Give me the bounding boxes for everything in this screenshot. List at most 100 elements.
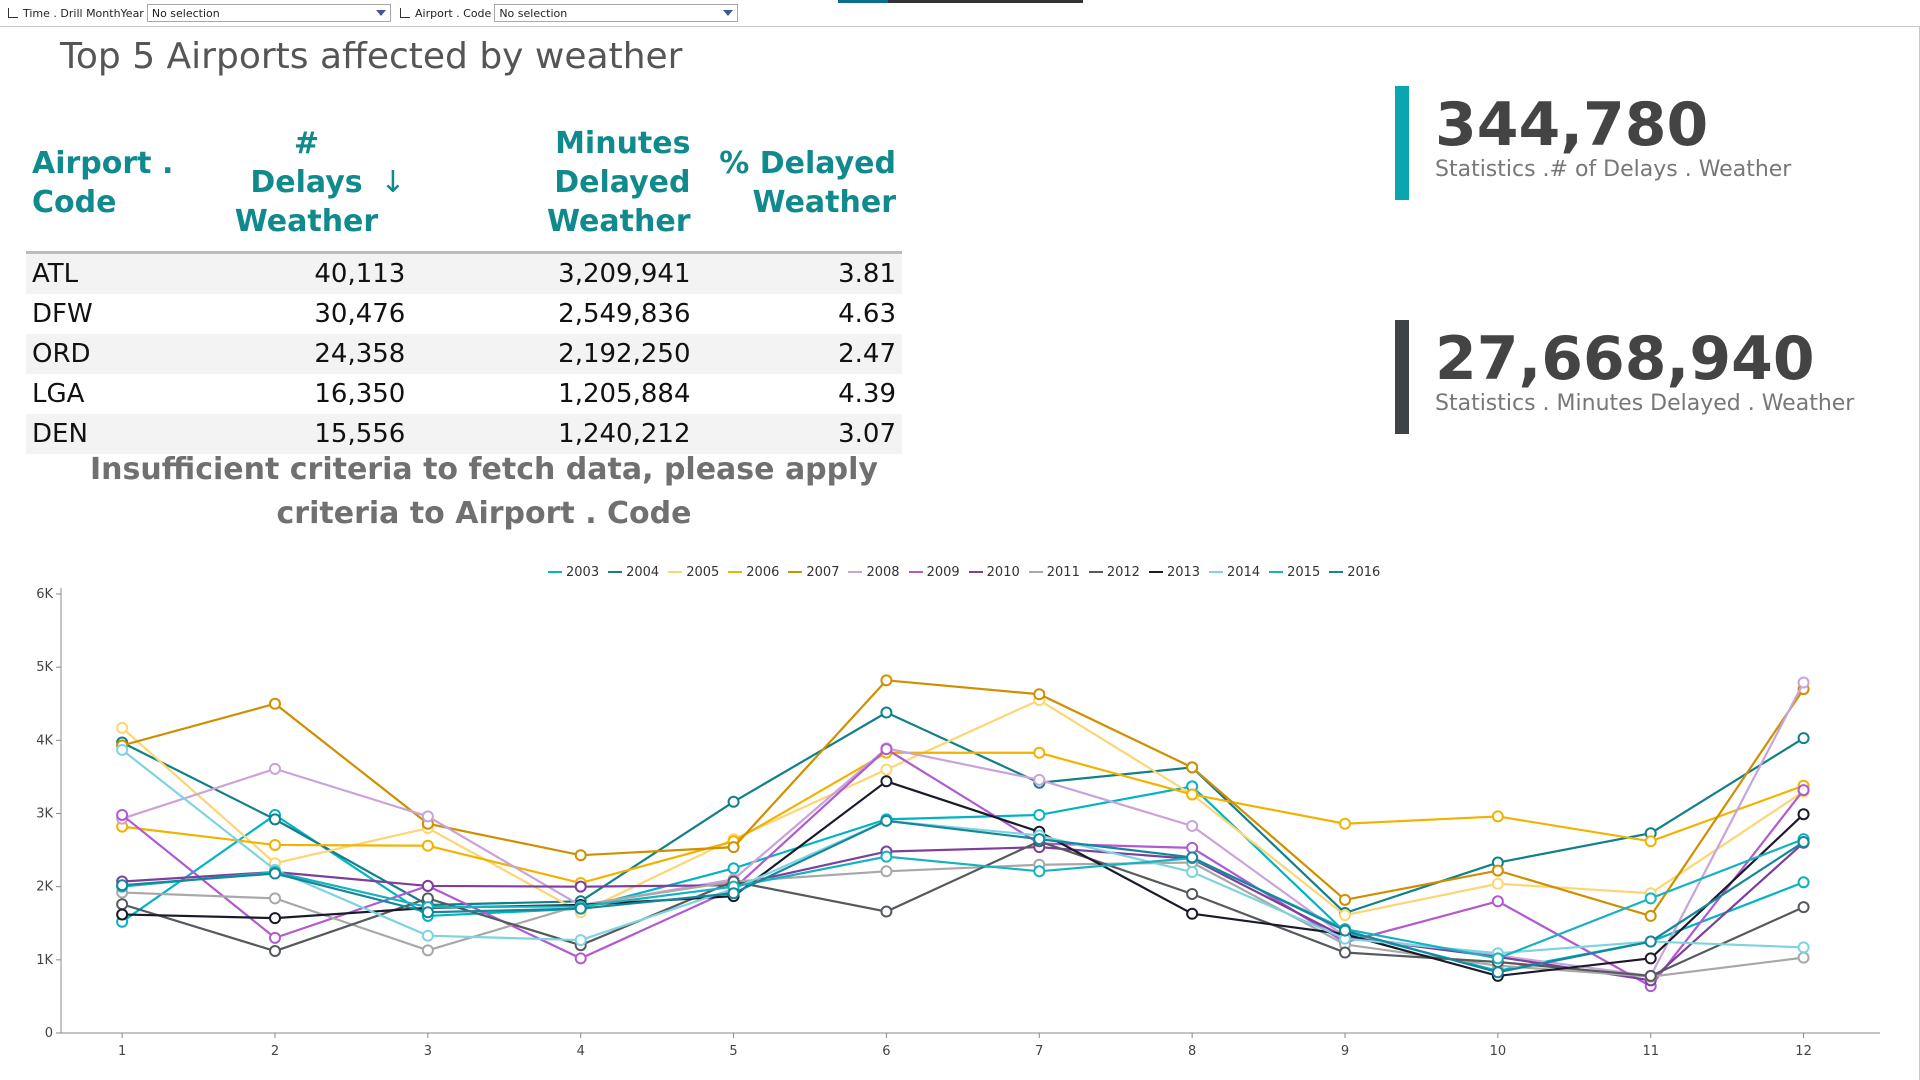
- legend-label: 2016: [1347, 564, 1381, 580]
- data-point-2014: [421, 929, 434, 942]
- legend-item-2005[interactable]: 2005: [668, 565, 719, 580]
- legend-swatch: [848, 571, 863, 573]
- chevron-down-icon[interactable]: [723, 10, 734, 16]
- chevron-down-icon[interactable]: [375, 10, 386, 16]
- cell-delays: 40,113: [228, 252, 412, 294]
- data-point-2016: [574, 902, 587, 915]
- data-point-2009: [1797, 784, 1810, 797]
- data-point-2007: [1491, 864, 1504, 877]
- legend-swatch: [1028, 571, 1043, 573]
- legend-item-2008[interactable]: 2008: [848, 564, 900, 580]
- chart-legend: 2003 2004 2005 2006 2007 2008 2009 2010 2011 2012…: [548, 562, 1389, 582]
- cell-pct: 4.39: [838, 379, 896, 409]
- kpi-card-delays: 344,780 Statistics .# of Delays . Weathe…: [1395, 86, 1895, 201]
- legend-swatch: [1209, 571, 1224, 573]
- kpi-label: Statistics .# of Delays . Weather: [1435, 157, 1792, 182]
- data-point-2003: [727, 862, 740, 875]
- legend-label: 2006: [746, 564, 780, 580]
- legend-item-2014[interactable]: 2014: [1209, 565, 1260, 580]
- legend-swatch: [548, 571, 562, 573]
- data-point-2007: [1339, 893, 1351, 906]
- data-point-2016: [1644, 935, 1657, 948]
- column-header-minutes[interactable]: Minutes Delayed Weather: [411, 118, 697, 254]
- table-row[interactable]: ORD 24,358 2,192,250 2.47: [26, 334, 902, 374]
- cell-minutes: 2,192,250: [411, 334, 697, 374]
- time-filter-value: No selection: [151, 6, 220, 20]
- legend-label: 2008: [866, 564, 900, 580]
- data-point-2009: [1186, 841, 1199, 854]
- data-point-2009: [880, 743, 893, 756]
- legend-swatch: [968, 571, 983, 573]
- kpi-value: 344,780: [1435, 90, 1709, 160]
- legend-item-2004[interactable]: 2004: [608, 565, 659, 580]
- series-line-2016: [122, 819, 1805, 974]
- data-point-2012: [1797, 901, 1810, 914]
- data-point-2006: [1339, 817, 1351, 830]
- series-line-2005: [121, 698, 1805, 917]
- legend-item-2007[interactable]: 2007: [788, 565, 839, 580]
- table-row[interactable]: ATL 40,113 3,209,941 3.81: [26, 252, 902, 294]
- legend-item-2012[interactable]: 2012: [1088, 565, 1140, 580]
- data-point-2016: [1186, 851, 1199, 864]
- data-point-2007: [1644, 909, 1657, 922]
- legend-label: 2009: [926, 564, 960, 580]
- data-point-2006: [1033, 746, 1046, 759]
- cell-pct: 2.47: [696, 334, 902, 374]
- data-point-2016: [269, 867, 281, 880]
- cell-delays: 16,350: [314, 379, 406, 409]
- column-header-pct[interactable]: % Delayed Weather: [696, 118, 902, 254]
- legend-swatch: [1088, 571, 1103, 573]
- legend-label: 2003: [566, 564, 600, 580]
- data-point-2005: [1339, 909, 1351, 922]
- x-tick-label: 9: [1341, 1044, 1349, 1059]
- legend-item-2003[interactable]: 2003: [548, 565, 599, 580]
- column-header-delays[interactable]: # Delays Weather ↓: [228, 118, 412, 254]
- data-point-2016: [1339, 924, 1351, 937]
- data-point-2003: [1797, 876, 1810, 889]
- kpi-accent-bar: [1395, 86, 1409, 200]
- data-point-2012: [1644, 969, 1657, 982]
- y-tick-label: 3K: [36, 807, 53, 822]
- data-point-2004: [880, 706, 893, 719]
- table-header-row: Airport . Code # Delays Weather ↓ Minute…: [26, 118, 902, 254]
- cell-minutes: 1,240,212: [411, 414, 697, 454]
- column-header-label: % Delayed: [719, 145, 896, 181]
- data-point-2005: [116, 721, 129, 734]
- data-point-2013: [880, 775, 893, 788]
- time-filter-select[interactable]: No selection: [146, 4, 391, 22]
- legend-item-2011[interactable]: 2011: [1028, 565, 1080, 580]
- data-point-2007: [880, 674, 893, 687]
- table-row[interactable]: DEN 15,556 1,240,212 3.07: [26, 414, 902, 454]
- data-point-2003: [1033, 808, 1046, 821]
- column-header-label: # Delays: [250, 126, 363, 200]
- data-point-2013: [269, 912, 281, 925]
- column-header-sublabel: Weather: [752, 184, 896, 220]
- legend-item-2013[interactable]: 2013: [1148, 565, 1200, 580]
- data-point-2011: [1797, 951, 1810, 964]
- column-header-airport-code[interactable]: Airport . Code: [26, 118, 229, 254]
- legend-swatch: [908, 571, 923, 573]
- legend-item-2006[interactable]: 2006: [728, 565, 779, 580]
- table-row[interactable]: DFW 30,476 2,549,836 4.63: [26, 294, 902, 334]
- legend-item-2016[interactable]: 2016: [1329, 565, 1380, 580]
- data-point-2012: [1186, 887, 1199, 900]
- table-row[interactable]: LGA 16,350 1,205,884 4.39: [26, 374, 902, 414]
- x-tick-label: 11: [1642, 1044, 1659, 1059]
- data-point-2006: [421, 839, 434, 852]
- data-point-2014: [1797, 941, 1810, 954]
- airport-filter-value: No selection: [499, 6, 568, 20]
- down-arrow-icon[interactable]: ↓: [380, 165, 406, 200]
- airport-filter-select[interactable]: No selection: [494, 4, 739, 22]
- kpi-accent-bar: [1395, 320, 1409, 434]
- cell-code: ATL: [26, 252, 229, 294]
- page-title: Top 5 Airports affected by weather: [60, 36, 683, 77]
- legend-item-2015[interactable]: 2015: [1269, 565, 1320, 580]
- y-tick-label: 5K: [36, 660, 53, 675]
- data-point-2008: [1797, 676, 1810, 689]
- legend-item-2010[interactable]: 2010: [968, 565, 1020, 580]
- data-point-2012: [116, 898, 129, 911]
- data-point-2013: [1797, 808, 1810, 821]
- legend-item-2009[interactable]: 2009: [908, 564, 960, 580]
- hierarchy-icon: [398, 6, 412, 20]
